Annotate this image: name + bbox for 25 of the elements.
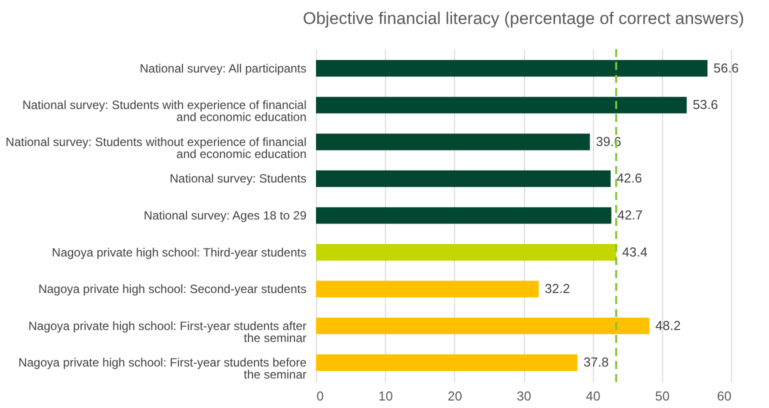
chart-title: Objective financial literacy (percentage of correct answers) <box>302 9 744 28</box>
data-label: 32.2 <box>544 281 570 296</box>
y-tick-label: National survey: All participants <box>140 61 306 76</box>
data-label: 48.2 <box>655 318 681 333</box>
x-tick-label: 0 <box>316 388 324 404</box>
y-tick-label: Nagoya private high school: Third-year students <box>52 245 306 260</box>
x-tick-label: 40 <box>586 388 600 404</box>
data-label: 42.6 <box>616 170 642 186</box>
data-label: 37.8 <box>583 354 609 370</box>
y-tick-label: Nagoya private high school: First-year students before the seminar <box>18 356 307 382</box>
y-tick-label: National survey: Students with experience of financial and economic education <box>22 98 306 124</box>
y-tick-label: National survey: Ages 18 to 29 <box>144 208 307 222</box>
y-tick-label: Nagoya private high school: First-year students after the seminar <box>28 318 306 345</box>
data-label: 42.7 <box>617 208 643 222</box>
x-tick-label: 10 <box>378 388 393 404</box>
y-tick-label: National survey: Students <box>170 172 306 186</box>
y-tick-label: Nagoya private high school: Second-year students <box>38 282 306 296</box>
data-label: 56.6 <box>713 60 739 76</box>
x-tick-label: 20 <box>448 388 462 404</box>
x-tick-label: 50 <box>655 388 670 404</box>
data-label: 53.6 <box>692 97 718 112</box>
data-label: 43.4 <box>622 244 648 260</box>
x-tick-label: 30 <box>516 388 532 404</box>
y-tick-label: National survey: Students without experience of financial and economic education <box>6 134 306 161</box>
x-tick-label: 60 <box>717 388 732 404</box>
